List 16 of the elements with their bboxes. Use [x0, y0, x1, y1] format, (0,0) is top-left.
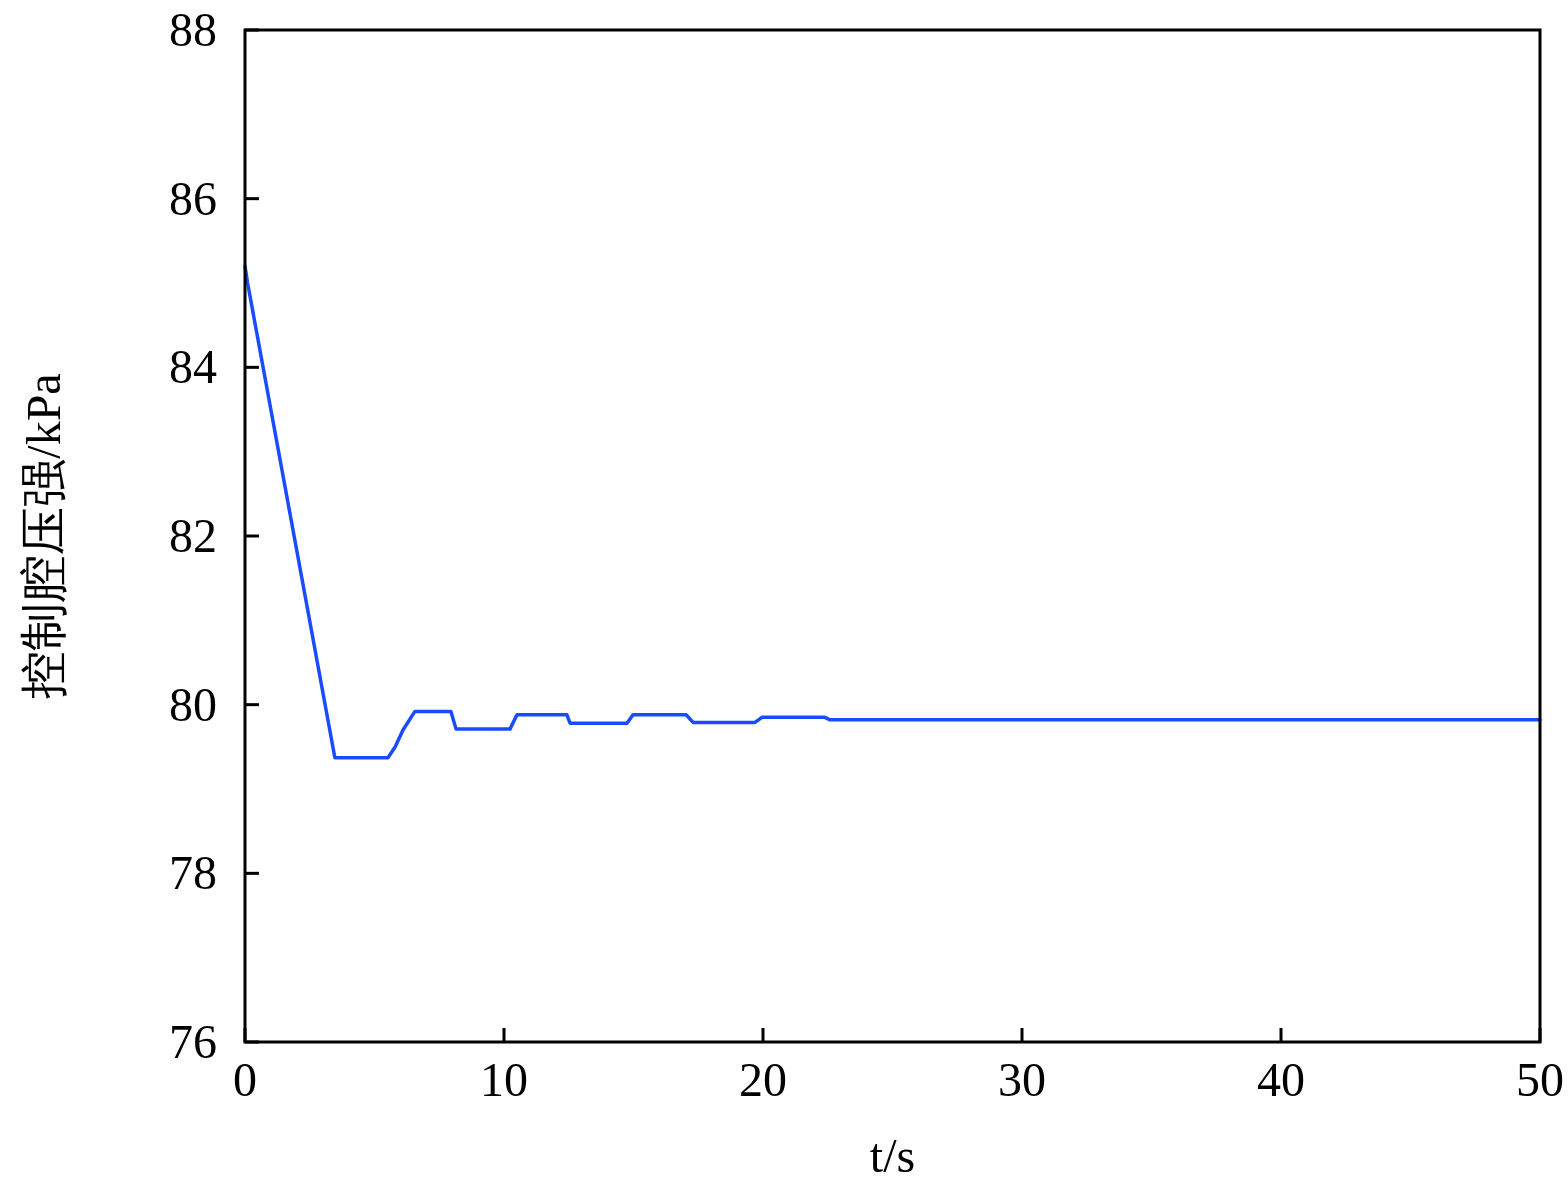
- y-tick-label: 76: [169, 1015, 217, 1068]
- x-tick-label: 10: [480, 1053, 528, 1106]
- x-tick-label: 0: [233, 1053, 257, 1106]
- y-tick-label: 80: [169, 677, 217, 731]
- x-tick-label: 30: [998, 1053, 1046, 1106]
- x-axis-title: t/s: [869, 1129, 916, 1182]
- line-series: [243, 264, 1542, 760]
- x-tick-label: 40: [1257, 1053, 1305, 1106]
- x-tick-label: 50: [1516, 1053, 1564, 1106]
- y-axis-title: 控制腔压强/kPa: [17, 373, 70, 699]
- x-tick-label: 20: [739, 1053, 787, 1106]
- y-tick-label: 88: [169, 3, 217, 56]
- y-tick-label: 86: [169, 171, 217, 225]
- y-tick-label: 82: [169, 509, 217, 562]
- y-tick-label: 84: [169, 340, 217, 394]
- y-tick-label: 78: [169, 846, 217, 900]
